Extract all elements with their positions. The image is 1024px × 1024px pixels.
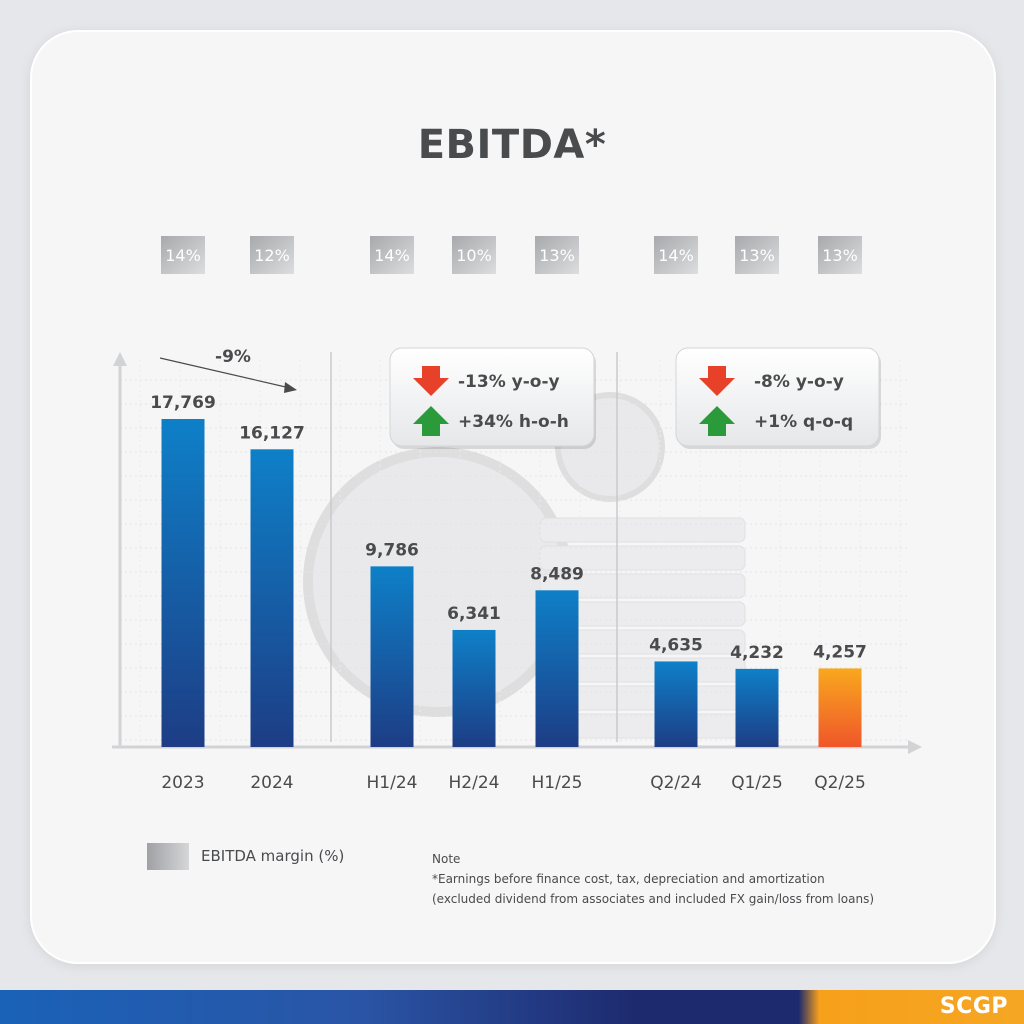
x-axis-arrow <box>908 740 922 754</box>
up-arrow-icon <box>413 406 449 436</box>
x-tick-label: Q2/25 <box>814 773 866 793</box>
down-arrow-icon <box>413 366 449 396</box>
legend-swatch <box>147 843 189 870</box>
margin-badge-label: 14% <box>658 246 694 265</box>
x-tick-label: H1/25 <box>532 773 583 793</box>
note-title: Note <box>432 852 461 866</box>
bar <box>818 668 862 747</box>
change-label: -9% <box>215 347 251 367</box>
bar-value-label: 8,489 <box>530 564 584 584</box>
x-tick-label: 2023 <box>161 773 204 793</box>
change-arrow <box>159 357 291 389</box>
bar <box>535 590 579 747</box>
scgp-logo: SCGP <box>939 994 1008 1019</box>
margin-badge-label: 10% <box>456 246 492 265</box>
bar <box>370 566 414 747</box>
coin-stack-decoration <box>539 545 746 571</box>
callout-text: -8% y-o-y <box>754 372 844 392</box>
footer-bar <box>0 990 1024 1024</box>
bar <box>654 661 698 747</box>
margin-badge <box>535 236 579 274</box>
margin-badge-label: 14% <box>374 246 410 265</box>
callout-text: +1% q-o-q <box>754 412 853 432</box>
y-axis-arrow <box>113 352 127 366</box>
bar-value-label: 17,769 <box>150 393 216 413</box>
growth-callout: -8% y-o-y +1% q-o-q <box>675 347 881 449</box>
bar <box>452 629 496 747</box>
margin-badge <box>654 236 698 274</box>
bar <box>161 419 205 747</box>
bar-value-label: 4,257 <box>813 642 867 662</box>
margin-badge-label: 13% <box>539 246 575 265</box>
bar-value-label: 6,341 <box>447 604 501 624</box>
callout-text: -13% y-o-y <box>458 372 560 392</box>
margin-badge <box>370 236 414 274</box>
legend-label: EBITDA margin (%) <box>201 847 345 865</box>
margin-badge-label: 12% <box>254 246 290 265</box>
margin-badge-label: 13% <box>739 246 775 265</box>
margin-badge <box>250 236 294 274</box>
footnote: Note *Earnings before finance cost, tax,… <box>432 849 952 909</box>
bar-value-label: 4,635 <box>649 635 703 655</box>
x-tick-label: H2/24 <box>449 773 500 793</box>
bar-value-label: 16,127 <box>239 423 305 443</box>
bar-value-label: 9,786 <box>365 540 419 560</box>
note-line-1: *Earnings before finance cost, tax, depr… <box>432 872 825 886</box>
x-tick-label: 2024 <box>250 773 293 793</box>
note-line-2: (excluded dividend from associates and i… <box>432 892 875 906</box>
x-tick-label: Q1/25 <box>731 773 783 793</box>
margin-badge <box>452 236 496 274</box>
margin-badge <box>818 236 862 274</box>
x-tick-label: Q2/24 <box>650 773 702 793</box>
coin-stack-decoration <box>539 517 746 543</box>
coin-decoration <box>303 447 573 717</box>
callout-text: +34% h-o-h <box>458 412 569 432</box>
margin-badge <box>735 236 779 274</box>
bar-value-label: 4,232 <box>730 643 784 663</box>
change-arrow-head <box>284 382 297 393</box>
x-tick-label: H1/24 <box>367 773 418 793</box>
bar <box>250 449 294 747</box>
margin-badge-label: 13% <box>822 246 858 265</box>
bar <box>735 668 779 747</box>
chart-title: EBITDA* <box>417 122 607 168</box>
growth-callout: -13% y-o-y +34% h-o-h <box>389 347 596 449</box>
up-arrow-icon <box>699 406 735 436</box>
margin-badge-label: 14% <box>165 246 201 265</box>
margin-badge <box>161 236 205 274</box>
down-arrow-icon <box>699 366 735 396</box>
